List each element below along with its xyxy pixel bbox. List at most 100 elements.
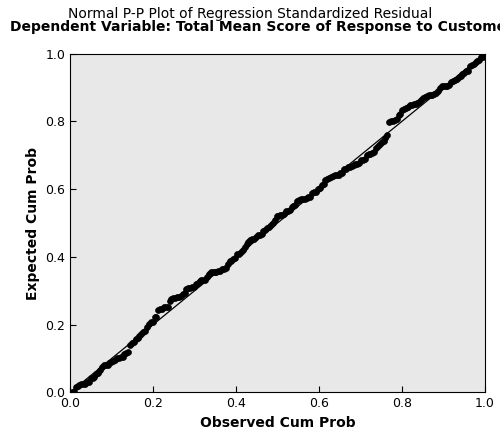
Point	[322, 176, 330, 183]
Point	[85, 379, 93, 386]
Point	[410, 100, 418, 107]
Point	[218, 265, 226, 273]
Point	[194, 279, 202, 286]
Point	[280, 210, 288, 217]
Point	[244, 239, 252, 246]
Point	[274, 212, 282, 219]
Point	[331, 172, 339, 179]
Point	[134, 334, 141, 342]
Point	[338, 169, 346, 177]
Point	[460, 69, 468, 76]
Point	[424, 92, 432, 99]
Point	[359, 157, 367, 164]
Point	[190, 284, 198, 291]
Point	[86, 375, 94, 382]
Point	[154, 306, 162, 314]
Point	[400, 106, 408, 113]
Point	[299, 195, 307, 202]
Point	[242, 241, 250, 248]
Point	[416, 99, 424, 106]
Point	[426, 91, 434, 99]
Point	[346, 163, 354, 170]
Point	[262, 226, 270, 233]
Point	[207, 269, 215, 276]
Point	[474, 57, 482, 64]
Point	[293, 197, 301, 204]
Point	[184, 285, 192, 292]
Point	[288, 203, 296, 210]
Point	[282, 208, 290, 215]
Point	[458, 70, 466, 77]
Point	[120, 351, 128, 358]
Point	[310, 189, 318, 196]
Point	[115, 354, 123, 361]
Point	[130, 338, 138, 345]
Point	[402, 104, 410, 112]
Point	[350, 161, 358, 168]
Point	[325, 174, 333, 181]
Point	[308, 190, 316, 197]
Point	[198, 277, 205, 284]
Point	[432, 89, 440, 96]
Point	[76, 381, 84, 388]
Point	[391, 116, 399, 124]
Point	[449, 78, 457, 85]
Point	[156, 306, 164, 313]
Point	[366, 150, 374, 157]
Point	[132, 335, 140, 343]
Point	[462, 68, 470, 75]
Point	[239, 247, 247, 254]
Point	[314, 186, 322, 193]
Point	[434, 87, 442, 94]
Point	[269, 219, 277, 227]
Point	[336, 170, 344, 177]
Point	[394, 112, 402, 119]
Point	[272, 213, 280, 220]
Point	[212, 268, 220, 275]
Point	[173, 293, 181, 301]
Point	[81, 380, 89, 387]
Point	[361, 155, 369, 162]
Point	[370, 148, 378, 155]
Point	[254, 231, 262, 239]
Point	[332, 171, 340, 178]
Point	[318, 182, 326, 189]
Point	[214, 267, 222, 274]
Point	[446, 81, 454, 88]
Point	[447, 78, 455, 85]
Point	[150, 314, 158, 321]
Point	[438, 83, 446, 90]
Point	[297, 195, 305, 202]
Point	[235, 250, 243, 257]
Point	[436, 84, 444, 91]
Point	[414, 99, 422, 106]
Point	[419, 94, 427, 101]
Point	[265, 223, 273, 231]
Point	[368, 149, 376, 157]
Point	[355, 160, 363, 167]
Point	[404, 103, 412, 111]
Point	[392, 116, 400, 123]
Point	[98, 363, 106, 371]
Point	[456, 72, 464, 79]
Point	[290, 203, 298, 210]
Point	[406, 102, 414, 109]
Text: Dependent Variable: Total Mean Score of Response to Customers' Needs: Dependent Variable: Total Mean Score of …	[10, 20, 500, 34]
Point	[396, 110, 404, 117]
Point	[138, 330, 145, 337]
Point	[201, 276, 209, 283]
Point	[68, 388, 76, 396]
Point	[380, 138, 388, 145]
Point	[109, 357, 117, 364]
Point	[226, 258, 234, 265]
Point	[222, 264, 230, 271]
Point	[145, 320, 153, 327]
Point	[408, 102, 416, 109]
Point	[113, 354, 121, 361]
Point	[312, 188, 320, 195]
Point	[398, 107, 406, 114]
Point	[102, 361, 110, 368]
Point	[476, 56, 484, 63]
Point	[111, 356, 119, 363]
Point	[252, 234, 260, 241]
